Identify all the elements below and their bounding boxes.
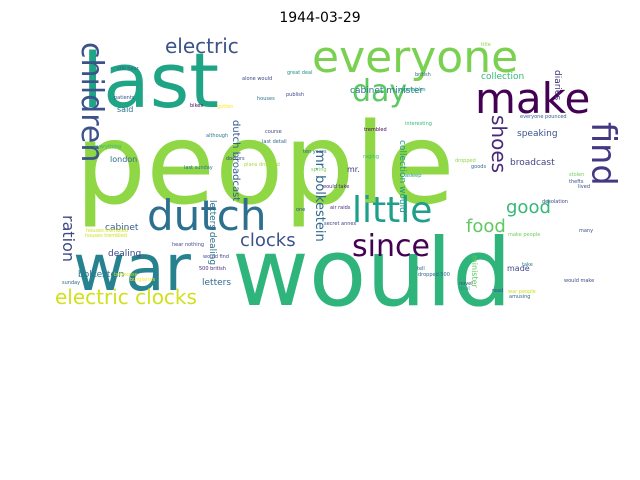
cloud-word: last detail: [262, 139, 287, 145]
cloud-word: little: [352, 190, 432, 231]
cloud-word: great deal: [287, 70, 313, 76]
cloud-word: ration: [59, 215, 78, 262]
cloud-word: tell: [417, 266, 425, 272]
cloud-word: bolkestein: [78, 270, 124, 280]
cloud-word: mr. bolkestein: [312, 150, 327, 242]
cloud-word: vegetables: [398, 87, 426, 93]
cloud-word: many: [579, 228, 593, 234]
cloud-word: speaking: [517, 129, 558, 139]
cloud-word: last sunday: [184, 165, 213, 171]
cloud-word: one: [296, 207, 305, 213]
cloud-word: hear nothing: [172, 242, 204, 248]
cloud-word: lived: [578, 184, 590, 190]
cloud-word: still hear: [117, 66, 140, 72]
cloud-word: would take: [322, 184, 349, 190]
cloud-word: broadcast: [510, 158, 555, 168]
cloud-word: houses trembled: [85, 233, 127, 239]
cloud-word: secret annex: [324, 221, 356, 227]
cloud-word: since: [352, 229, 430, 264]
cloud-word: london: [110, 155, 137, 164]
cloud-word: houses: [257, 96, 275, 102]
cloud-word: would find: [203, 254, 229, 260]
cloud-word: make people: [508, 232, 540, 238]
cloud-word: air raids: [330, 205, 351, 211]
cloud-word: diaries: [552, 70, 562, 100]
cloud-word: deal: [459, 286, 470, 292]
cloud-word: made: [507, 264, 530, 273]
cloud-word: mr.: [347, 165, 360, 174]
cloud-word: minister: [470, 255, 479, 289]
cloud-word: plans dropped: [244, 162, 280, 168]
cloud-word: interesting: [405, 121, 432, 127]
cloud-word: ten years: [303, 149, 327, 155]
cloud-word: war people: [508, 289, 536, 295]
cloud-word: take: [522, 262, 533, 268]
cloud-word: title: [481, 42, 491, 48]
cloud-word: raging: [363, 154, 379, 160]
cloud-word: dutch broadcast: [230, 120, 241, 201]
cloud-word: dropped: [455, 158, 476, 164]
cloud-word: collection would: [397, 140, 407, 213]
cloud-word: everyone pounced: [520, 114, 567, 120]
cloud-word: cabinet: [105, 223, 139, 233]
cloud-word: letters dealing: [207, 200, 217, 265]
cloud-word: everyone: [312, 32, 518, 83]
cloud-word: thefts: [569, 179, 584, 185]
cloud-word: goods: [471, 164, 486, 170]
cloud-word: day: [352, 74, 407, 109]
cloud-word: dutch: [147, 191, 266, 240]
cloud-word: dropped 500: [418, 272, 450, 278]
cloud-word: patients: [114, 95, 135, 101]
cloud-word: children: [74, 42, 109, 162]
cloud-word: find: [584, 122, 623, 186]
cloud-word: would make: [564, 278, 594, 284]
cloud-word: doctors: [226, 156, 245, 162]
cloud-word: although: [206, 133, 228, 139]
cloud-word: electric clocks: [55, 285, 197, 309]
cloud-word: make: [475, 74, 590, 123]
cloud-word: collection: [481, 72, 524, 82]
chart-title: 1944-03-29: [279, 10, 361, 26]
cloud-word: everything: [94, 144, 121, 150]
cloud-word: food: [466, 216, 506, 237]
cloud-word: stolen: [569, 172, 584, 178]
cloud-word: good: [506, 197, 551, 218]
cloud-word: british: [415, 72, 431, 78]
cloud-word: gotten: [217, 104, 233, 110]
cloud-word: war: [73, 232, 192, 306]
cloud-word: clocks: [240, 230, 296, 251]
cloud-word: course: [265, 129, 282, 135]
cloud-word: bikes: [190, 103, 203, 109]
cloud-word: would: [232, 219, 512, 328]
cloud-word: desolation: [542, 199, 568, 205]
cloud-word: last: [82, 36, 219, 125]
cloud-word: read: [492, 288, 503, 294]
cloud-word: asleep: [405, 173, 421, 179]
cloud-word: houses trembled: [86, 228, 128, 234]
cloud-word: said: [117, 105, 133, 114]
cloud-word: trembled: [364, 127, 387, 133]
cloud-word: shoes: [487, 115, 511, 173]
cloud-word: alone would: [242, 76, 272, 82]
cloud-word: publish: [286, 92, 304, 98]
cloud-word: letters: [202, 278, 231, 288]
cloud-word: 500 british: [199, 266, 226, 272]
cloud-word: cabinet minister: [350, 86, 424, 96]
cloud-word: electric: [165, 34, 239, 58]
cloud-word: amusing: [509, 294, 530, 300]
cloud-word: burglaries: [130, 277, 155, 283]
cloud-word: dealing: [108, 249, 141, 259]
cloud-word: people: [75, 100, 455, 230]
cloud-word: sunday: [62, 280, 80, 286]
cloud-word: bookcase: [114, 272, 138, 278]
cloud-word: spring: [311, 167, 327, 173]
cloud-word: novel: [459, 281, 473, 287]
